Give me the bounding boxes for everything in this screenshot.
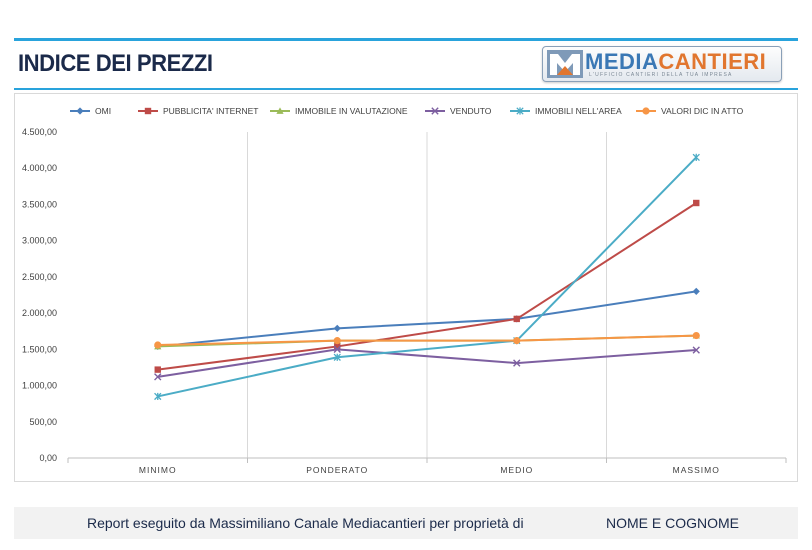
data-point-pubblicita-internet bbox=[334, 343, 341, 350]
data-point-valori-dic-in-atto bbox=[692, 331, 700, 340]
chart-frame bbox=[14, 93, 798, 482]
data-point-valori-dic-in-atto bbox=[333, 337, 341, 345]
data-point-immobili-nell-area bbox=[692, 153, 700, 162]
legend-label-omi: OMI bbox=[95, 106, 111, 116]
y-tick-label: 3.500,00 bbox=[22, 199, 57, 209]
series-line-omi bbox=[157, 290, 697, 348]
report-footer: Report eseguito da Massimiliano Canale M… bbox=[14, 507, 798, 539]
legend-marker-valori-dic-in-atto bbox=[642, 107, 650, 115]
logo-wordmark-cantieri: CANTIERI bbox=[658, 49, 767, 74]
y-tick-label: 3.000,00 bbox=[22, 236, 57, 246]
data-point-valori-dic-in-atto bbox=[154, 341, 162, 349]
y-tick-label: 4.500,00 bbox=[22, 127, 57, 137]
data-point-venduto bbox=[513, 359, 521, 367]
price-index-chart: 0,00 500,00 1.000,00 1.500,00 2.000,00 2.500,… bbox=[22, 106, 787, 475]
series-line-valori-dic-in-atto bbox=[157, 334, 697, 346]
legend-marker-venduto bbox=[431, 107, 439, 115]
y-tick-label: 4.000,00 bbox=[22, 163, 57, 173]
header-bottom-rule bbox=[14, 88, 798, 90]
x-tick-label: MASSIMO bbox=[673, 465, 720, 475]
legend-label-immobili-nell-area: IMMOBILI NELL'AREA bbox=[535, 106, 622, 116]
legend-label-pubblicita-internet: PUBBLICITA' INTERNET bbox=[163, 106, 258, 116]
legend-marker-immobile-in-valutazione bbox=[276, 107, 284, 114]
data-point-immobili-nell-area bbox=[333, 353, 341, 361]
y-tick-label: 1.000,00 bbox=[22, 381, 57, 391]
logo-wordmark-media: MEDIA bbox=[585, 49, 659, 74]
data-point-pubblicita-internet bbox=[513, 315, 520, 323]
header-top-rule bbox=[14, 38, 798, 41]
series-line-pubblicita-internet bbox=[157, 202, 697, 371]
legend-marker-immobili-nell-area bbox=[516, 107, 524, 115]
y-tick-label: 500,00 bbox=[29, 417, 57, 427]
data-point-venduto bbox=[154, 373, 162, 381]
series-line-venduto bbox=[157, 348, 697, 378]
legend-label-immobile-in-valutazione: IMMOBILE IN VALUTAZIONE bbox=[295, 106, 408, 116]
legend-label-valori-dic-in-atto: VALORI DIC IN ATTO bbox=[661, 106, 744, 116]
page-title: INDICE DEI PREZZI bbox=[18, 50, 213, 77]
data-point-omi bbox=[333, 324, 341, 332]
data-point-valori-dic-in-atto bbox=[513, 337, 521, 345]
x-tick-label: PONDERATO bbox=[306, 465, 368, 475]
footer-report-text: Report eseguito da Massimiliano Canale M… bbox=[87, 515, 524, 531]
legend-marker-omi bbox=[76, 107, 84, 115]
brand-logo: MEDIACANTIERI L'UFFICIO CANTIERI DELLA T… bbox=[542, 46, 782, 82]
data-point-pubblicita-internet bbox=[693, 199, 700, 207]
legend-label-venduto: VENDUTO bbox=[450, 106, 492, 116]
y-tick-label: 2.500,00 bbox=[22, 272, 57, 282]
series-line-immobili-nell-area bbox=[157, 156, 697, 398]
legend-marker-pubblicita-internet bbox=[144, 107, 152, 115]
data-point-venduto bbox=[333, 345, 341, 354]
x-tick-label: MINIMO bbox=[139, 465, 177, 475]
x-tick-label: MEDIO bbox=[500, 465, 533, 475]
data-point-omi bbox=[692, 287, 700, 295]
y-tick-label: 1.500,00 bbox=[22, 344, 57, 354]
data-point-venduto bbox=[692, 346, 700, 354]
y-tick-label: 0,00 bbox=[39, 453, 57, 463]
data-point-immobili-nell-area bbox=[154, 392, 162, 401]
data-point-pubblicita-internet bbox=[154, 366, 161, 373]
logo-tagline: L'UFFICIO CANTIERI DELLA TUA IMPRESA bbox=[589, 72, 733, 78]
y-tick-label: 2.000,00 bbox=[22, 308, 57, 318]
logo-m-icon bbox=[547, 50, 583, 78]
logo-wordmark: MEDIACANTIERI bbox=[585, 49, 766, 75]
footer-owner-name: NOME E COGNOME bbox=[606, 515, 740, 531]
